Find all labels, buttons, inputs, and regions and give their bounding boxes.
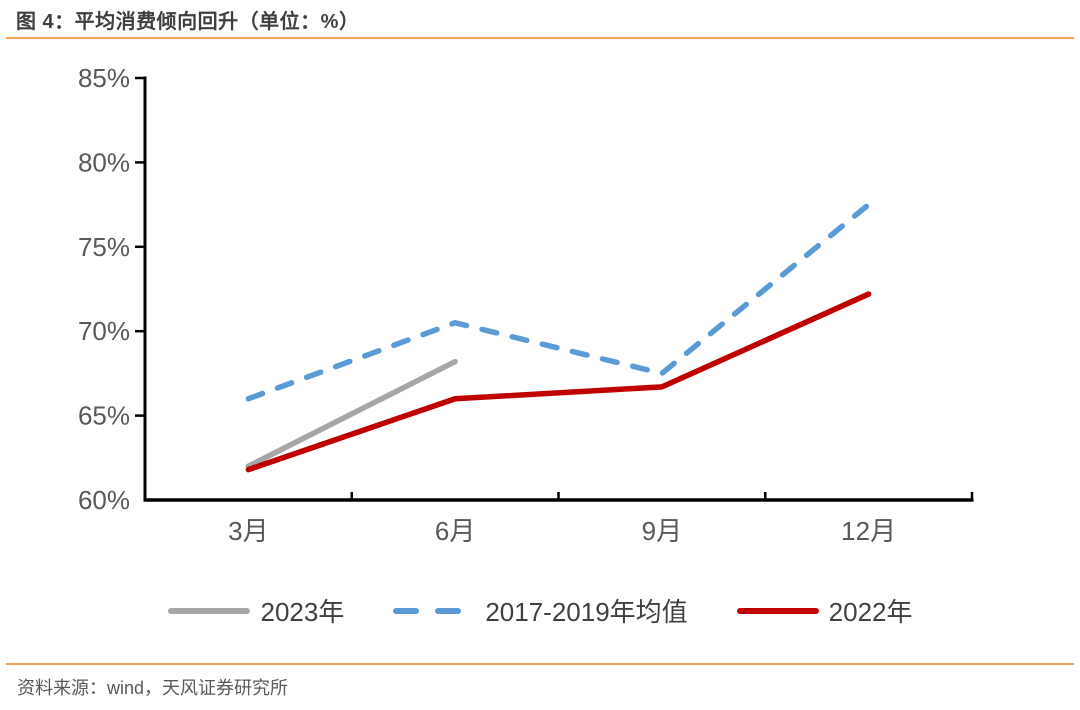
source-note: 资料来源：wind，天风证券研究所 — [17, 678, 289, 698]
series-line-1 — [245, 201, 872, 402]
legend-item-1: 2017-2019年均值 — [392, 592, 688, 629]
figure-title: 图 4：平均消费倾向回升（单位：%） — [16, 11, 360, 33]
x-axis-tick-label: 9月 — [642, 516, 682, 546]
legend-item-0: 2023年 — [167, 592, 344, 629]
legend-swatch-icon — [736, 607, 819, 614]
x-axis-tick-label: 3月 — [228, 516, 268, 546]
title-divider — [6, 37, 1074, 39]
y-axis-tick-label: 80% — [78, 147, 130, 177]
x-axis-tick-label: 6月 — [435, 516, 475, 546]
series-line-2 — [245, 291, 872, 473]
legend-swatch-icon — [393, 607, 476, 614]
legend-label: 2017-2019年均值 — [485, 597, 688, 627]
y-axis-tick-label: 70% — [78, 316, 130, 346]
x-axis-tick-label: 12月 — [841, 516, 896, 546]
y-axis-tick-label: 75% — [78, 232, 130, 262]
series-line-0 — [245, 358, 458, 469]
legend-item-2: 2022年 — [736, 592, 913, 629]
legend-swatch-icon — [168, 607, 251, 614]
y-axis-tick-label: 60% — [78, 485, 130, 515]
y-axis-tick-label: 85% — [78, 63, 130, 93]
chart-legend: 2023年 2017-2019年均值 2022年 — [0, 592, 1080, 629]
legend-label: 2023年 — [260, 597, 345, 627]
y-axis-tick-label: 65% — [78, 401, 130, 431]
legend-label: 2022年 — [828, 597, 913, 627]
footer-divider — [6, 663, 1074, 665]
